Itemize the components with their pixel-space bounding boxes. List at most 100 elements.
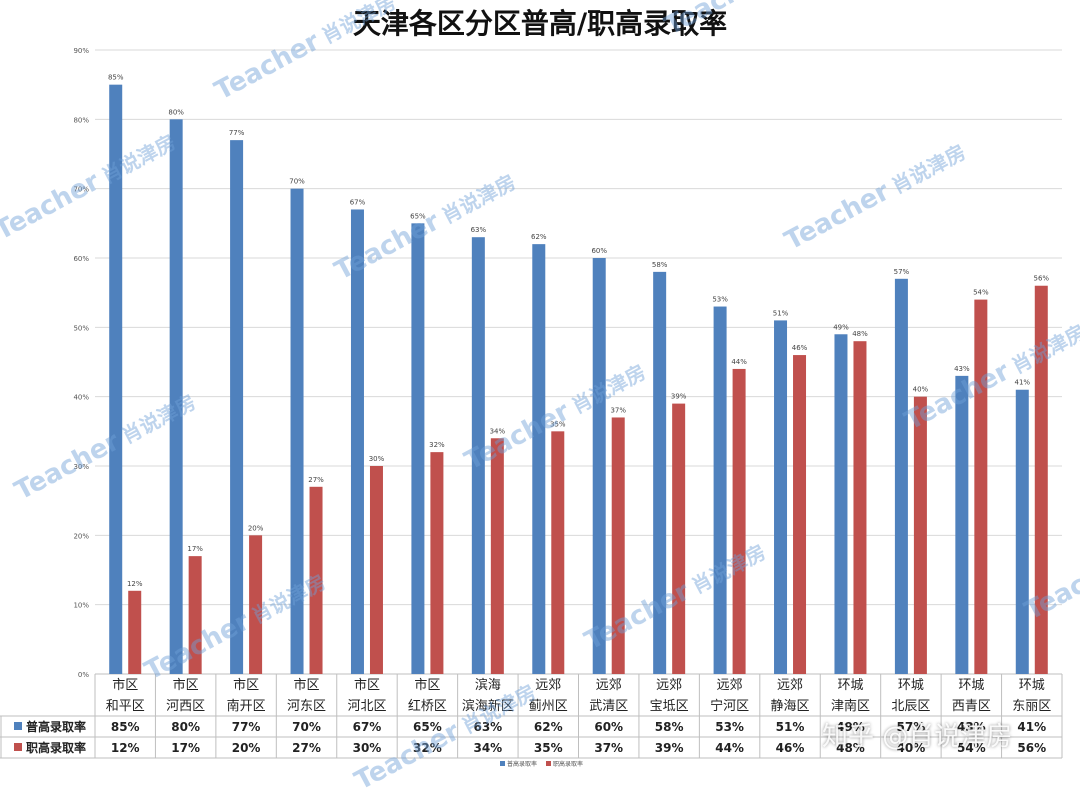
data-label: 70% xyxy=(289,178,305,186)
table-value: 60% xyxy=(594,720,623,734)
bar-vocational xyxy=(309,486,323,674)
group-label: 环城 xyxy=(958,678,984,693)
table-value: 46% xyxy=(776,741,805,755)
y-tick-label: 40% xyxy=(73,394,89,402)
footer-watermark: 知乎 @肖说津房 xyxy=(822,722,1013,752)
bar-vocational xyxy=(793,355,807,674)
bar-vocational xyxy=(128,590,142,674)
data-label: 57% xyxy=(894,268,910,276)
table-value: 48% xyxy=(836,741,865,755)
category-label: 宁河区 xyxy=(710,698,749,714)
data-label: 12% xyxy=(127,580,143,588)
data-label: 65% xyxy=(410,212,426,220)
bar-general xyxy=(109,84,123,674)
table-value: 34% xyxy=(473,741,502,755)
data-label: 60% xyxy=(591,247,607,255)
y-tick-label: 30% xyxy=(73,463,89,471)
category-label: 武清区 xyxy=(589,699,628,714)
data-label: 17% xyxy=(187,545,203,553)
table-value: 43% xyxy=(957,720,986,734)
y-tick-label: 0% xyxy=(78,671,89,679)
bar-vocational xyxy=(188,556,202,674)
bar-general xyxy=(955,375,969,674)
group-label: 环城 xyxy=(1019,678,1045,693)
data-label: 44% xyxy=(731,358,747,366)
table-value: 37% xyxy=(594,741,623,755)
table-value: 49% xyxy=(836,720,865,734)
category-label: 宝坻区 xyxy=(650,698,689,714)
data-label: 67% xyxy=(350,198,366,206)
table-value: 62% xyxy=(534,720,563,734)
bar-vocational xyxy=(249,535,263,674)
table-value: 65% xyxy=(413,720,442,734)
series-key-label: 普高录取率 xyxy=(26,719,86,734)
group-label: 远郊 xyxy=(596,677,622,693)
table-value: 12% xyxy=(111,741,140,755)
series-key-swatch xyxy=(14,743,22,751)
bar-vocational xyxy=(430,452,444,674)
table-value: 85% xyxy=(111,720,140,734)
data-label: 53% xyxy=(712,296,728,304)
bar-vocational xyxy=(853,341,867,674)
table-value: 77% xyxy=(232,720,261,734)
category-label: 南开区 xyxy=(227,698,266,714)
category-label: 河东区 xyxy=(287,699,326,714)
y-tick-label: 20% xyxy=(73,532,89,540)
data-label: 54% xyxy=(973,289,989,297)
bar-vocational xyxy=(913,396,927,674)
data-label: 32% xyxy=(429,441,445,449)
legend-swatch xyxy=(500,761,505,766)
y-tick-label: 90% xyxy=(73,47,89,55)
table-value: 80% xyxy=(171,720,200,734)
data-label: 51% xyxy=(773,309,789,317)
data-label: 37% xyxy=(610,406,626,414)
category-label: 东丽区 xyxy=(1012,699,1051,714)
data-label: 77% xyxy=(229,129,245,137)
group-label: 远郊 xyxy=(717,677,743,693)
bar-general xyxy=(290,188,304,674)
table-value: 63% xyxy=(473,720,502,734)
bar-vocational xyxy=(1034,285,1048,674)
bar-vocational xyxy=(974,299,988,674)
data-label: 56% xyxy=(1034,275,1050,283)
category-label: 和平区 xyxy=(106,699,145,714)
legend-label: 普高录取率 xyxy=(507,760,537,768)
table-value: 40% xyxy=(897,741,926,755)
category-label: 西青区 xyxy=(952,699,991,714)
group-label: 市区 xyxy=(173,677,199,693)
table-value: 20% xyxy=(232,741,261,755)
series-key-swatch xyxy=(14,722,22,730)
chart-title: 天津各区分区普高/职高录取率 xyxy=(352,7,728,40)
group-label: 滨海 xyxy=(475,677,501,693)
table-value: 35% xyxy=(534,741,563,755)
bar-general xyxy=(713,306,727,674)
legend-swatch xyxy=(546,761,551,766)
table-value: 67% xyxy=(353,720,382,734)
table-value: 39% xyxy=(655,741,684,755)
bar-general xyxy=(774,320,788,674)
bar-general xyxy=(653,271,667,674)
group-label: 市区 xyxy=(112,677,138,693)
category-label: 滨海新区 xyxy=(462,698,514,714)
bar-general xyxy=(532,244,546,674)
table-value: 30% xyxy=(353,741,382,755)
table-value: 53% xyxy=(715,720,744,734)
category-label: 河西区 xyxy=(166,699,205,714)
bar-general xyxy=(230,140,244,675)
bar-vocational xyxy=(732,368,746,674)
y-tick-label: 50% xyxy=(73,324,89,332)
bar-general xyxy=(1015,389,1029,674)
group-label: 远郊 xyxy=(656,677,682,693)
group-label: 市区 xyxy=(414,677,440,693)
table-value: 41% xyxy=(1017,720,1046,734)
group-label: 远郊 xyxy=(777,677,803,693)
data-label: 48% xyxy=(852,330,868,338)
data-label: 30% xyxy=(369,455,385,463)
bar-vocational xyxy=(369,466,383,674)
data-label: 41% xyxy=(1015,379,1031,387)
data-label: 35% xyxy=(550,420,566,428)
bar-chart: 0% 10% 20% 30% 40% 50% 60% 70% 80% 90% 85% 80% 77% 70… xyxy=(0,47,1063,768)
bar-general xyxy=(169,119,183,675)
bar-vocational xyxy=(551,431,565,674)
category-label: 红桥区 xyxy=(408,698,447,714)
